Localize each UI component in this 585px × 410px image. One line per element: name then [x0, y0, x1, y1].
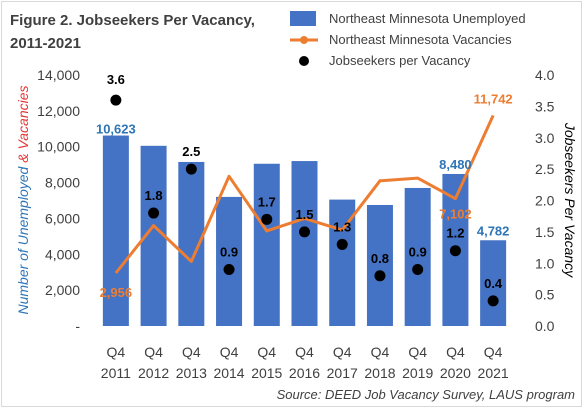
data-label-ratio: 1.5	[295, 207, 313, 222]
bar-unemployed	[216, 196, 243, 326]
data-label-unemployed: 8,480	[439, 157, 472, 172]
x-tick-year: 2013	[176, 365, 207, 381]
point-jobseekers-per-vacancy	[487, 295, 499, 307]
point-jobseekers-per-vacancy	[336, 238, 348, 250]
x-tick-quarter: Q4	[107, 344, 126, 360]
y-tick-left: -	[75, 318, 80, 334]
y-axis-label-left: Number of Unemployed & Vacancies	[15, 85, 31, 314]
data-label-vacancies: 2,956	[100, 285, 133, 300]
bar-unemployed	[253, 163, 280, 326]
x-tick-year: 2014	[213, 365, 244, 381]
data-label-ratio: 1.8	[145, 188, 163, 203]
y-tick-right: 4.0	[535, 67, 555, 83]
bar-unemployed	[404, 187, 431, 326]
point-jobseekers-per-vacancy	[374, 270, 386, 282]
point-jobseekers-per-vacancy	[185, 163, 197, 175]
data-label-ratio: 1.3	[333, 219, 351, 234]
x-tick-year: 2016	[289, 365, 320, 381]
data-label-ratio: 1.7	[258, 194, 276, 209]
x-tick-quarter: Q4	[220, 344, 239, 360]
chart-title-line2: 2011-2021	[10, 35, 81, 52]
point-jobseekers-per-vacancy	[412, 264, 424, 276]
point-jobseekers-per-vacancy	[299, 226, 310, 238]
point-jobseekers-per-vacancy	[449, 245, 461, 257]
legend-marker-ratio	[299, 56, 309, 66]
data-label-ratio: 1.2	[446, 226, 464, 241]
bar-unemployed	[480, 240, 507, 326]
x-tick-quarter: Q4	[182, 344, 201, 360]
y-tick-right: 3.0	[535, 130, 555, 146]
y-tick-left: 4,000	[45, 246, 80, 262]
x-tick-year: 2017	[327, 365, 358, 381]
x-tick-year: 2019	[402, 365, 433, 381]
x-tick-year: 2021	[478, 365, 509, 381]
x-tick-quarter: Q4	[144, 344, 163, 360]
legend-swatch-unemployed	[290, 11, 316, 26]
y-tick-right: 3.5	[535, 98, 555, 114]
y-tick-left: 2,000	[45, 282, 80, 298]
legend-label-vacancies: Northeast Minnesota Vacancies	[329, 32, 512, 47]
legend-label-unemployed: Northeast Minnesota Unemployed	[329, 11, 526, 26]
x-tick-quarter: Q4	[257, 344, 276, 360]
legend-marker-vacancies	[300, 36, 308, 44]
y-tick-left: 10,000	[37, 139, 80, 155]
y-tick-left: 14,000	[37, 67, 80, 83]
x-tick-year: 2018	[364, 365, 395, 381]
point-jobseekers-per-vacancy	[223, 264, 235, 276]
point-jobseekers-per-vacancy	[110, 94, 122, 106]
y-axis-label-right: Jobseekers Per Vacancy	[562, 122, 578, 278]
x-tick-quarter: Q4	[446, 344, 465, 360]
bar-unemployed	[366, 204, 393, 326]
x-tick-year: 2011	[101, 365, 131, 381]
y-tick-right: 0.0	[535, 318, 555, 334]
y-axis-label-left-part2: & Vacancies	[15, 85, 31, 162]
y-tick-left: 12,000	[37, 103, 80, 119]
point-jobseekers-per-vacancy	[148, 207, 160, 219]
legend-label-ratio: Jobseekers per Vacancy	[329, 53, 471, 68]
data-label-ratio: 0.9	[409, 245, 427, 260]
x-tick-year: 2020	[440, 365, 471, 381]
x-tick-year: 2015	[251, 365, 282, 381]
data-label-ratio: 3.6	[107, 72, 125, 87]
y-tick-left: 8,000	[45, 175, 80, 191]
y-axis-label-left-part1: Number of Unemployed	[15, 163, 31, 315]
x-tick-year: 2012	[138, 365, 169, 381]
y-tick-right: 1.5	[535, 224, 555, 240]
source-note: Source: DEED Job Vacancy Survey, LAUS pr…	[277, 387, 576, 402]
x-tick-quarter: Q4	[484, 344, 503, 360]
chart-title-line1: Figure 2. Jobseekers Per Vacancy,	[10, 12, 255, 29]
data-label-unemployed: 4,782	[477, 223, 510, 238]
y-tick-right: 2.0	[535, 193, 555, 209]
data-label-unemployed: 10,623	[96, 122, 136, 137]
data-label-ratio: 2.5	[182, 144, 200, 159]
y-tick-left: 6,000	[45, 210, 80, 226]
data-label-ratio: 0.8	[371, 251, 389, 266]
y-tick-right: 0.5	[535, 287, 555, 303]
data-label-vacancies: 11,742	[474, 91, 513, 106]
y-tick-right: 1.0	[535, 255, 555, 271]
line-vacancies	[114, 114, 495, 274]
bar-unemployed	[291, 161, 318, 326]
x-tick-quarter: Q4	[333, 344, 352, 360]
y-tick-right: 2.5	[535, 161, 555, 177]
x-tick-quarter: Q4	[408, 344, 427, 360]
data-label-vacancies: 7,102	[439, 207, 472, 222]
data-label-ratio: 0.4	[484, 276, 503, 291]
legend: Northeast Minnesota Unemployed Northeast…	[290, 11, 526, 68]
x-tick-quarter: Q4	[295, 344, 314, 360]
bar-unemployed	[102, 135, 129, 326]
x-tick-quarter: Q4	[371, 344, 390, 360]
data-label-ratio: 0.9	[220, 245, 238, 260]
point-jobseekers-per-vacancy	[261, 213, 273, 225]
